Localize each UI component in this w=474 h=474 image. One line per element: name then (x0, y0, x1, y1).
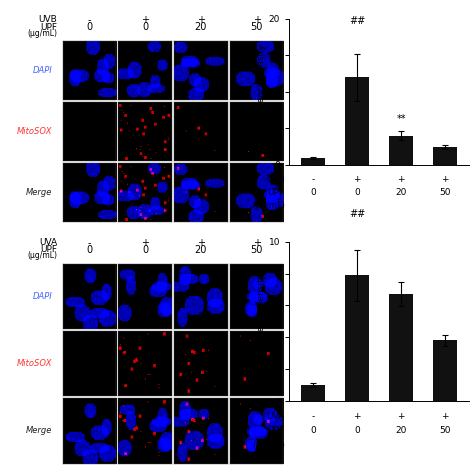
Bar (301, 158, 325, 165)
Text: ##: ## (349, 210, 365, 219)
Text: 0: 0 (142, 22, 148, 32)
Text: -: - (312, 175, 315, 184)
Text: 20: 20 (195, 22, 207, 32)
Text: +: + (441, 412, 449, 421)
Text: 0: 0 (310, 427, 316, 436)
Text: 20: 20 (195, 245, 207, 255)
Y-axis label: Fluorescence density: Fluorescence density (257, 273, 266, 369)
Text: (μg/mL): (μg/mL) (252, 201, 285, 210)
Text: 0: 0 (86, 245, 92, 255)
Bar (433, 340, 457, 401)
Text: Merge: Merge (26, 188, 52, 197)
Bar (389, 294, 413, 401)
Text: (μg/mL): (μg/mL) (27, 252, 57, 260)
Bar (345, 275, 369, 401)
Bar (433, 147, 457, 165)
Text: UVA: UVA (266, 412, 285, 421)
Text: 50: 50 (439, 188, 451, 197)
Text: +: + (354, 412, 361, 421)
Text: +: + (441, 175, 449, 184)
Text: 0: 0 (355, 188, 360, 197)
Text: MitoSOX: MitoSOX (17, 127, 52, 136)
Text: +: + (197, 15, 205, 25)
Text: +: + (141, 237, 149, 248)
Text: 50: 50 (250, 245, 263, 255)
Text: +: + (397, 175, 405, 184)
Text: DAPI: DAPI (32, 292, 52, 301)
Text: **: ** (396, 114, 406, 125)
Text: 20: 20 (395, 188, 407, 197)
Text: 50: 50 (250, 22, 263, 32)
Bar (389, 136, 413, 165)
Text: -: - (88, 15, 91, 25)
Text: 0: 0 (142, 245, 148, 255)
Text: (μg/mL): (μg/mL) (252, 441, 285, 450)
Bar (345, 77, 369, 165)
Y-axis label: Fluorescence density: Fluorescence density (257, 44, 266, 140)
Bar (301, 385, 325, 401)
Text: 0: 0 (310, 188, 316, 197)
Text: UPF: UPF (268, 427, 285, 436)
Text: UVB: UVB (38, 16, 57, 24)
Text: (μg/mL): (μg/mL) (27, 29, 57, 37)
Text: +: + (197, 237, 205, 248)
Text: 0: 0 (355, 427, 360, 436)
Text: +: + (253, 15, 261, 25)
Text: +: + (354, 175, 361, 184)
Text: -: - (88, 237, 91, 248)
Text: Merge: Merge (26, 427, 52, 436)
Text: 20: 20 (395, 427, 407, 436)
Text: -: - (312, 412, 315, 421)
Text: +: + (253, 237, 261, 248)
Text: +: + (397, 412, 405, 421)
Text: UPF: UPF (268, 188, 285, 197)
Text: 0: 0 (86, 22, 92, 32)
Text: DAPI: DAPI (32, 66, 52, 75)
Text: UVB: UVB (266, 175, 285, 184)
Text: UPF: UPF (40, 23, 57, 31)
Text: ##: ## (349, 16, 365, 26)
Text: UPF: UPF (40, 246, 57, 254)
Text: +: + (141, 15, 149, 25)
Text: 50: 50 (439, 427, 451, 436)
Text: MitoSOX: MitoSOX (17, 359, 52, 368)
Text: UVA: UVA (39, 238, 57, 247)
